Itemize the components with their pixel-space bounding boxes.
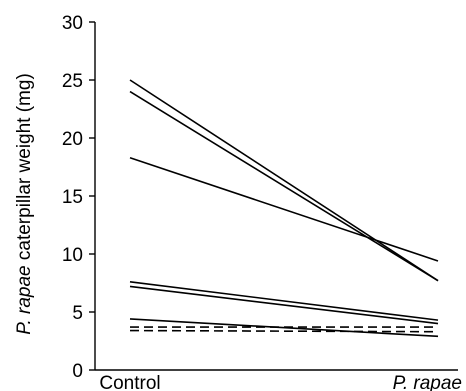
y-tick-label-20: 20 [62, 129, 83, 150]
y-ticks: 0 5 10 15 20 25 30 [62, 13, 95, 382]
series-lines [129, 79, 439, 338]
y-tick-label-25: 25 [62, 71, 83, 92]
y-tick-label-10: 10 [62, 245, 83, 266]
y-axis-title: P. rapae caterpillar weight (mg) [14, 73, 35, 335]
series-line-1 [129, 79, 439, 282]
series-line-2 [129, 90, 439, 282]
y-tick-label-0: 0 [72, 361, 83, 382]
y-axis-title-species: P. rapae [14, 265, 35, 334]
axes [94, 22, 458, 371]
series-line-3 [129, 156, 439, 262]
x-tick-labels: Control P. rapae [99, 373, 462, 391]
series-line-8 [129, 329, 439, 333]
series-line-4 [129, 281, 439, 321]
x-tick-label-p-rapae: P. rapae [393, 373, 462, 391]
y-tick-label-15: 15 [62, 187, 83, 208]
y-tick-label-30: 30 [62, 13, 83, 34]
x-tick-label-control: Control [99, 373, 160, 391]
series-line-5 [129, 285, 439, 325]
y-axis-title-rest: caterpillar weight (mg) [14, 73, 35, 265]
y-tick-label-5: 5 [72, 303, 83, 324]
